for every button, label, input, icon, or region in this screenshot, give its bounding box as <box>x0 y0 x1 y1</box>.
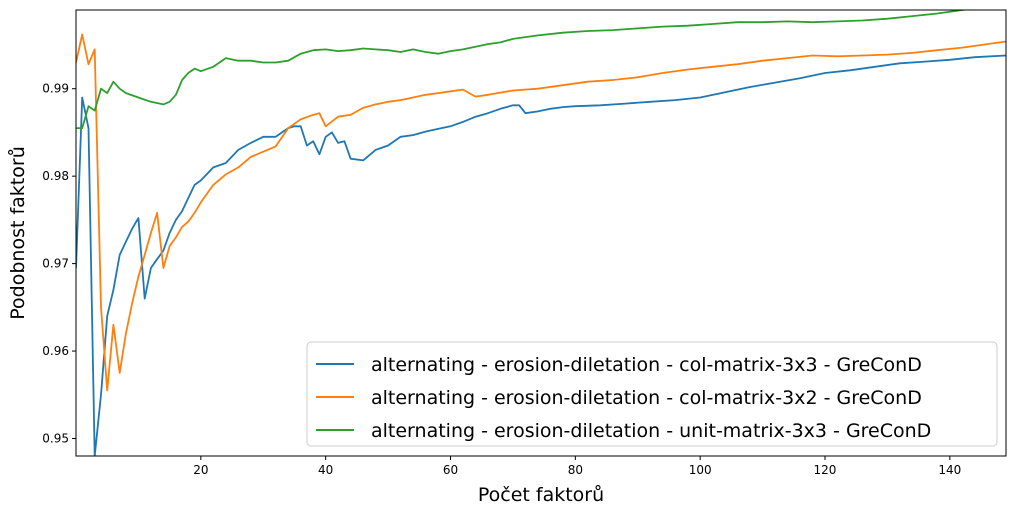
series-lines <box>76 10 1006 456</box>
y-axis-ticks: 0.95 0.96 0.97 0.98 0.99 <box>42 82 76 446</box>
y-tick-label: 0.95 <box>42 432 69 446</box>
series-line-3 <box>76 10 969 130</box>
series-line-2 <box>76 33 1006 392</box>
y-tick-label: 0.98 <box>42 169 69 183</box>
plot-frame <box>75 9 1007 457</box>
x-tick-label: 40 <box>318 463 333 477</box>
y-axis-title: Podobnost faktorů <box>7 146 29 319</box>
x-tick-label: 80 <box>568 463 583 477</box>
legend-label-1: alternating - erosion-diletation - col-m… <box>371 354 922 376</box>
x-tick-label: 60 <box>443 463 458 477</box>
legend-box <box>306 341 998 447</box>
x-axis-title: Počet faktorů <box>478 484 604 506</box>
y-tick-label: 0.96 <box>42 344 69 358</box>
x-tick-label: 140 <box>938 463 961 477</box>
y-tick-label: 0.97 <box>42 257 69 271</box>
y-tick-label: 0.99 <box>42 82 69 96</box>
legend-label-3: alternating - erosion-diletation - unit-… <box>371 420 931 442</box>
x-tick-label: 20 <box>193 463 208 477</box>
legend-label-2: alternating - erosion-diletation - col-m… <box>371 387 922 409</box>
legend: alternating - erosion-diletation - col-m… <box>306 341 998 447</box>
x-tick-label: 120 <box>814 463 837 477</box>
series-line-1 <box>76 54 1006 456</box>
x-axis-ticks: 20 40 60 80 100 120 140 <box>193 456 961 477</box>
x-tick-label: 100 <box>689 463 712 477</box>
